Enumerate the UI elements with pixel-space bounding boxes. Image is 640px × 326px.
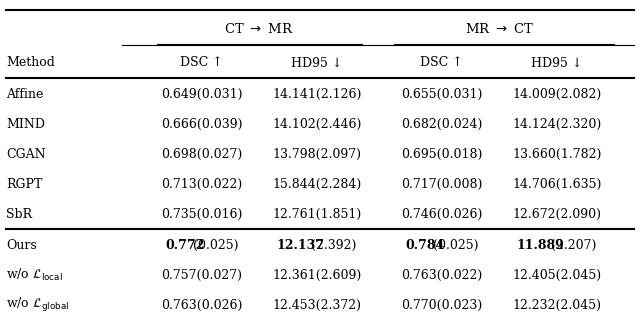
Text: w/o $\mathcal{L}_{\rm global}$: w/o $\mathcal{L}_{\rm global}$ <box>6 296 70 314</box>
Text: CT $\rightarrow$ MR: CT $\rightarrow$ MR <box>225 22 294 36</box>
Text: 14.009(2.082): 14.009(2.082) <box>512 88 602 101</box>
Text: 0.763(0.022): 0.763(0.022) <box>401 269 482 282</box>
Text: 0.784: 0.784 <box>405 239 444 252</box>
Text: 14.124(2.320): 14.124(2.320) <box>512 118 602 131</box>
Text: Ours: Ours <box>6 239 37 252</box>
Text: 14.141(2.126): 14.141(2.126) <box>272 88 362 101</box>
Text: 0.757(0.027): 0.757(0.027) <box>161 269 242 282</box>
Text: 0.735(0.016): 0.735(0.016) <box>161 208 243 221</box>
Text: HD95 ↓: HD95 ↓ <box>291 56 342 69</box>
Text: Method: Method <box>6 56 55 69</box>
Text: 12.137: 12.137 <box>276 239 324 252</box>
Text: 14.102(2.446): 14.102(2.446) <box>272 118 362 131</box>
Text: 0.698(0.027): 0.698(0.027) <box>161 148 242 161</box>
Text: RGPT: RGPT <box>6 178 43 191</box>
Text: 11.889: 11.889 <box>516 239 564 252</box>
Text: 0.746(0.026): 0.746(0.026) <box>401 208 483 221</box>
Text: 12.232(2.045): 12.232(2.045) <box>512 299 602 312</box>
Text: 0.772: 0.772 <box>165 239 205 252</box>
Text: 0.695(0.018): 0.695(0.018) <box>401 148 483 161</box>
Text: CGAN: CGAN <box>6 148 46 161</box>
Text: 0.770(0.023): 0.770(0.023) <box>401 299 482 312</box>
Text: 0.666(0.039): 0.666(0.039) <box>161 118 243 131</box>
Text: SbR: SbR <box>6 208 33 221</box>
Text: 0.713(0.022): 0.713(0.022) <box>161 178 242 191</box>
Text: 12.405(2.045): 12.405(2.045) <box>512 269 602 282</box>
Text: (2.392): (2.392) <box>311 239 356 252</box>
Text: (0.025): (0.025) <box>433 239 479 252</box>
Text: 0.763(0.026): 0.763(0.026) <box>161 299 243 312</box>
Text: DSC ↑: DSC ↑ <box>420 56 463 69</box>
Text: 13.660(1.782): 13.660(1.782) <box>512 148 602 161</box>
Text: (0.025): (0.025) <box>193 239 239 252</box>
Text: 0.682(0.024): 0.682(0.024) <box>401 118 483 131</box>
Text: 14.706(1.635): 14.706(1.635) <box>512 178 602 191</box>
Text: 13.798(2.097): 13.798(2.097) <box>272 148 362 161</box>
Text: 12.672(2.090): 12.672(2.090) <box>512 208 602 221</box>
Text: 0.655(0.031): 0.655(0.031) <box>401 88 483 101</box>
Text: 0.717(0.008): 0.717(0.008) <box>401 178 483 191</box>
Text: w/o $\mathcal{L}_{\rm local}$: w/o $\mathcal{L}_{\rm local}$ <box>6 267 63 283</box>
Text: HD95 ↓: HD95 ↓ <box>531 56 582 69</box>
Text: (2.207): (2.207) <box>551 239 596 252</box>
Text: 12.761(1.851): 12.761(1.851) <box>272 208 362 221</box>
Text: Affine: Affine <box>6 88 44 101</box>
Text: 0.649(0.031): 0.649(0.031) <box>161 88 243 101</box>
Text: MR $\rightarrow$ CT: MR $\rightarrow$ CT <box>465 22 534 36</box>
Text: 12.361(2.609): 12.361(2.609) <box>272 269 362 282</box>
Text: 12.453(2.372): 12.453(2.372) <box>272 299 362 312</box>
Text: MIND: MIND <box>6 118 45 131</box>
Text: DSC ↑: DSC ↑ <box>180 56 223 69</box>
Text: 15.844(2.284): 15.844(2.284) <box>272 178 362 191</box>
